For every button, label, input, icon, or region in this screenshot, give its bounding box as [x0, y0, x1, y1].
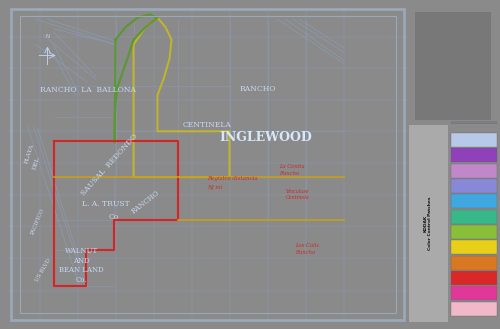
Text: Co.: Co. — [76, 276, 88, 284]
Text: Los Calis: Los Calis — [296, 242, 320, 247]
Text: KODAK
Color Control Patches: KODAK Color Control Patches — [424, 197, 432, 250]
Text: N: N — [46, 34, 50, 39]
Text: RANCHO: RANCHO — [240, 85, 276, 93]
Text: RANCHO  LA  BALLONA: RANCHO LA BALLONA — [40, 86, 136, 94]
Text: DEL: DEL — [32, 156, 41, 170]
Text: Registro distancia: Registro distancia — [208, 176, 258, 181]
Text: US BLVD: US BLVD — [35, 258, 52, 283]
Bar — [451, 194, 497, 208]
Bar — [451, 164, 497, 178]
Bar — [451, 302, 497, 316]
Text: Rancho: Rancho — [280, 171, 299, 176]
Text: Vinculase: Vinculase — [286, 189, 309, 194]
Bar — [415, 12, 491, 120]
Text: WALNUT: WALNUT — [65, 247, 98, 255]
Bar — [451, 286, 497, 300]
Text: PACIFICO: PACIFICO — [30, 207, 45, 235]
Bar — [451, 225, 497, 239]
Text: Rancho: Rancho — [296, 250, 316, 255]
Text: BEAN LAND: BEAN LAND — [59, 266, 104, 274]
Text: AND: AND — [73, 257, 90, 265]
Text: PLAYA: PLAYA — [24, 143, 35, 164]
Bar — [451, 133, 497, 147]
Text: INGLEWOOD: INGLEWOOD — [219, 131, 312, 144]
Bar — [451, 148, 497, 162]
Text: Centinela: Centinela — [286, 195, 309, 200]
Bar — [451, 240, 497, 254]
Text: L. A. TRUST: L. A. TRUST — [82, 200, 130, 208]
Text: RANCHO: RANCHO — [130, 189, 161, 216]
Text: Nj mi: Nj mi — [208, 185, 223, 190]
Bar — [451, 210, 497, 224]
Bar — [451, 271, 497, 285]
Bar — [451, 256, 497, 270]
Text: CENTINELA: CENTINELA — [183, 121, 232, 129]
Bar — [410, 125, 448, 322]
Text: Co: Co — [108, 213, 118, 221]
Bar — [451, 179, 497, 193]
Text: SAUSAL  REDONDO: SAUSAL REDONDO — [80, 132, 140, 197]
Text: La Cenita: La Cenita — [280, 164, 305, 168]
